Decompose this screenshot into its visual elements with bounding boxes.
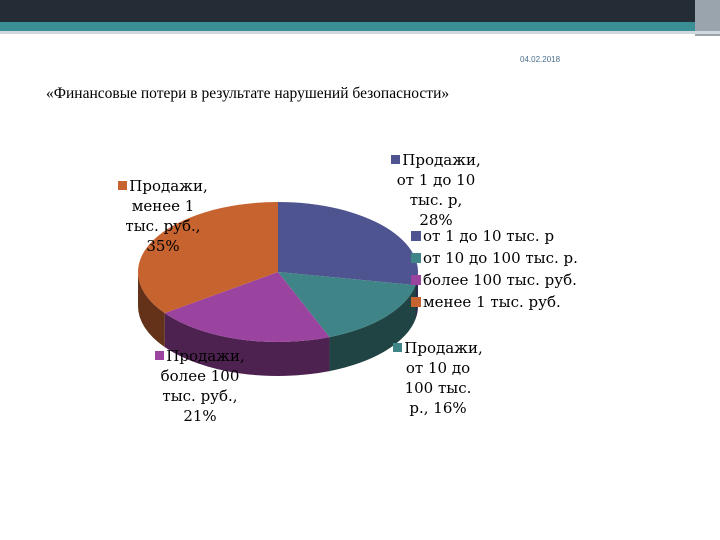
legend-swatch [411,253,421,263]
data-label-line: Продажи, [402,151,481,169]
data-label-line: менее 1 [131,197,195,215]
slide-date: 04.02.2018 [520,55,561,64]
data-label-line: Продажи, [129,177,208,195]
data-label-line: более 100 [160,367,240,385]
legend-swatch [411,297,421,307]
data-label-line: 100 тыс. [404,379,472,397]
data-label-line: 35% [146,237,180,255]
pie-slice-under-1 [138,202,278,314]
data-label-line: от 1 до 10 [396,171,476,189]
data-label-1-10: Продажи, от 1 до 10 тыс. р, 28% [376,150,496,230]
data-label-under-1: Продажи, менее 1 тыс. руб., 35% [104,176,222,256]
pie-slice-1-10 [278,202,418,286]
slide-title: «Финансовые потери в результате нарушени… [46,85,450,102]
legend-item: от 10 до 100 тыс. р. [411,247,578,269]
data-label-line: тыс. руб., [125,217,201,235]
data-label-line: Продажи, [404,339,483,357]
legend-swatch [411,275,421,285]
legend-item: от 1 до 10 тыс. р [411,225,578,247]
pie-slice-side-10-100 [329,285,416,372]
chart-legend: от 1 до 10 тыс. р от 10 до 100 тыс. р. б… [411,225,578,313]
data-label-over-100: Продажи, более 100 тыс. руб., 21% [138,346,262,426]
data-label-swatch [118,181,128,190]
pie-slice-side-over-100 [164,313,330,376]
pie-slice-side-under-1 [138,272,165,348]
legend-item: более 100 тыс. руб. [411,269,578,291]
legend-label: от 10 до 100 тыс. р. [423,249,578,267]
pie-slice-over-100 [164,272,330,342]
data-label-line: от 10 до [405,359,471,377]
data-label-line: тыс. руб., [162,387,238,405]
legend-swatch [411,231,421,241]
data-label-line: тыс. р, [409,191,463,209]
legend-item: менее 1 тыс. руб. [411,291,578,313]
slide-header-decoration [0,0,720,36]
pie-slice-10-100 [278,272,416,338]
data-label-10-100: Продажи, от 10 до 100 тыс. р., 16% [378,338,498,418]
legend-label: более 100 тыс. руб. [423,271,577,289]
data-label-swatch [391,155,401,164]
data-label-line: 21% [183,407,217,425]
data-label-swatch [155,351,165,360]
legend-label: менее 1 тыс. руб. [423,293,561,311]
data-label-line: р., 16% [409,399,467,417]
data-label-line: 28% [419,211,453,229]
data-label-swatch [393,343,403,352]
legend-label: от 1 до 10 тыс. р [423,227,555,245]
data-label-line: Продажи, [166,347,245,365]
